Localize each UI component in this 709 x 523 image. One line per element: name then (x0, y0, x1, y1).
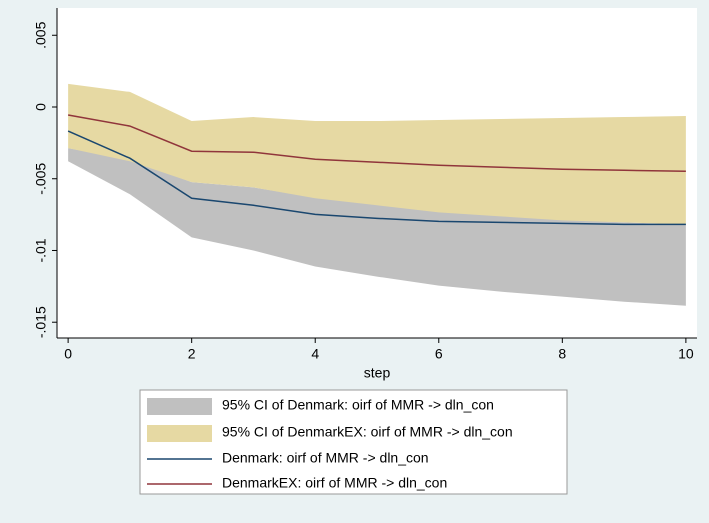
y-tick-label: 0 (33, 103, 49, 111)
x-axis-label: step (364, 365, 391, 381)
legend-swatch (147, 398, 212, 415)
line (67, 130, 686, 226)
ci-band (68, 148, 686, 306)
legend-swatch (147, 425, 212, 442)
legend-label: DenmarkEX: oirf of MMR -> dln_con (222, 475, 447, 491)
line (67, 114, 686, 173)
x-tick-label: 8 (558, 346, 566, 362)
x-tick-label: 0 (64, 346, 72, 362)
x-tick-label: 6 (435, 346, 443, 362)
y-tick-label: .005 (33, 21, 49, 48)
y-tick-label: -.015 (33, 306, 49, 338)
x-tick-label: 4 (311, 346, 319, 362)
y-tick-label: -.01 (33, 238, 49, 262)
legend-label: 95% CI of Denmark: oirf of MMR -> dln_co… (222, 397, 494, 413)
legend-label: 95% CI of DenmarkEX: oirf of MMR -> dln_… (222, 424, 513, 440)
ci-band (68, 83, 686, 225)
x-tick-label: 2 (188, 346, 196, 362)
x-tick-label: 10 (678, 346, 694, 362)
legend-label: Denmark: oirf of MMR -> dln_con (222, 450, 429, 466)
y-tick-label: -.005 (33, 163, 49, 195)
